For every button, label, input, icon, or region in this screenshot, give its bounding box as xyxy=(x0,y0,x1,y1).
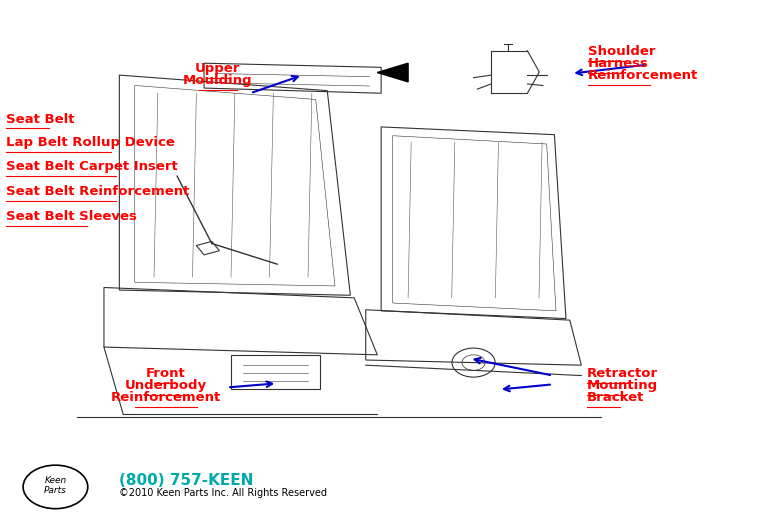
Text: Front: Front xyxy=(146,367,186,381)
Polygon shape xyxy=(377,63,408,82)
Text: Seat Belt Sleeves: Seat Belt Sleeves xyxy=(6,210,137,223)
Text: (800) 757-KEEN: (800) 757-KEEN xyxy=(119,473,254,488)
Text: Moulding: Moulding xyxy=(183,74,253,87)
Text: Parts: Parts xyxy=(44,485,67,495)
Text: Reinforcement: Reinforcement xyxy=(110,391,221,405)
Text: Bracket: Bracket xyxy=(587,391,644,405)
Text: Mounting: Mounting xyxy=(587,379,658,393)
Text: Lap Belt Rollup Device: Lap Belt Rollup Device xyxy=(6,136,175,149)
Text: Reinforcement: Reinforcement xyxy=(588,69,698,82)
Text: Seat Belt: Seat Belt xyxy=(6,112,75,126)
Text: Seat Belt Carpet Insert: Seat Belt Carpet Insert xyxy=(6,160,178,174)
Text: Keen: Keen xyxy=(45,476,66,485)
Text: Harness: Harness xyxy=(588,57,648,70)
Text: Shoulder: Shoulder xyxy=(588,45,655,59)
Text: Upper: Upper xyxy=(196,62,240,75)
Text: Retractor: Retractor xyxy=(587,367,658,381)
Text: Seat Belt Reinforcement: Seat Belt Reinforcement xyxy=(6,185,189,198)
Text: ©2010 Keen Parts Inc. All Rights Reserved: ©2010 Keen Parts Inc. All Rights Reserve… xyxy=(119,488,327,498)
Text: Underbody: Underbody xyxy=(125,379,206,393)
